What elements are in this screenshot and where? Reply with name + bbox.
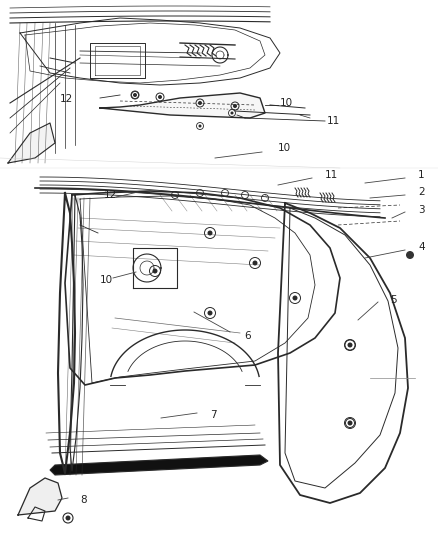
Polygon shape — [50, 455, 268, 475]
Polygon shape — [8, 123, 55, 163]
Text: 6: 6 — [244, 331, 251, 341]
Text: 5: 5 — [390, 295, 397, 305]
Circle shape — [233, 104, 237, 108]
Circle shape — [293, 295, 297, 301]
Circle shape — [133, 93, 137, 97]
Text: 3: 3 — [418, 205, 424, 215]
Circle shape — [230, 111, 233, 115]
Polygon shape — [100, 93, 265, 118]
Circle shape — [347, 343, 353, 348]
Text: 8: 8 — [80, 495, 87, 505]
Polygon shape — [18, 478, 62, 515]
Circle shape — [66, 515, 71, 521]
Text: 1: 1 — [418, 170, 424, 180]
Text: 2: 2 — [418, 187, 424, 197]
Text: 10: 10 — [278, 143, 291, 153]
Circle shape — [208, 311, 212, 316]
Circle shape — [198, 125, 201, 127]
Circle shape — [406, 251, 414, 259]
Circle shape — [198, 101, 202, 105]
Circle shape — [347, 421, 353, 425]
Circle shape — [208, 230, 212, 236]
Circle shape — [252, 261, 258, 265]
Text: 11: 11 — [325, 170, 338, 180]
Circle shape — [152, 269, 158, 273]
Circle shape — [158, 95, 162, 99]
Text: 12: 12 — [104, 190, 117, 200]
Text: 7: 7 — [210, 410, 217, 420]
Text: 11: 11 — [327, 116, 340, 126]
Text: 4: 4 — [418, 242, 424, 252]
Text: 12: 12 — [60, 94, 73, 104]
Text: 10: 10 — [100, 275, 113, 285]
Text: 10: 10 — [280, 98, 293, 108]
